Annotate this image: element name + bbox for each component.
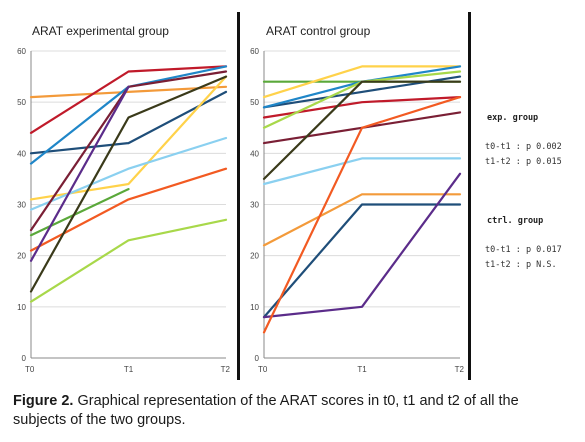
ctrl-chart-title: ARAT control group <box>266 24 371 38</box>
exp-x-tick-label: T2 <box>221 365 231 374</box>
exp-series-line-10 <box>29 85 130 262</box>
figure-caption: Figure 2. Graphical representation of th… <box>13 392 575 430</box>
exp-series-line-12 <box>29 218 228 303</box>
exp-y-tick-label: 10 <box>17 303 26 312</box>
ctrl-series-line-12 <box>262 172 462 319</box>
exp-stats-heading: exp. group <box>487 113 538 123</box>
ctrl-stats-line1: t0-t1 : p 0.017 <box>485 245 562 255</box>
ctrl-series-line-10 <box>262 193 462 247</box>
caption-text: Graphical representation of the ARAT sco… <box>13 393 519 428</box>
caption-label: Figure 2. <box>13 393 74 409</box>
figure-chart: ARAT experimental group ARAT control gro… <box>17 12 562 380</box>
exp-plot-area: 0 10 20 30 40 50 60 T0 T1 T2 <box>17 47 230 374</box>
exp-series-line-2 <box>29 65 228 134</box>
exp-y-tick-label: 0 <box>22 354 27 363</box>
ctrl-series-line-11 <box>262 203 462 319</box>
ctrl-x-tick-label: T1 <box>357 365 367 374</box>
ctrl-y-tick-label: 0 <box>255 354 260 363</box>
ctrl-y-tick-label: 10 <box>250 303 259 312</box>
exp-series-line-6 <box>29 136 228 211</box>
ctrl-stats-heading: ctrl. group <box>487 216 543 226</box>
ctrl-y-tick-label: 20 <box>250 252 259 261</box>
exp-x-tick-label: T1 <box>124 365 134 374</box>
ctrl-y-tick-label: 30 <box>250 201 259 210</box>
ctrl-x-tick-label: T2 <box>455 365 465 374</box>
ctrl-y-tick-label: 40 <box>250 149 259 158</box>
exp-y-tick-label: 30 <box>17 201 26 210</box>
exp-series-line-1 <box>29 85 228 99</box>
exp-chart-title: ARAT experimental group <box>32 24 169 38</box>
ctrl-series-line-9 <box>262 157 462 186</box>
ctrl-x-tick-label: T0 <box>258 365 268 374</box>
exp-x-tick-label: T0 <box>25 365 35 374</box>
exp-y-tick-label: 50 <box>17 98 26 107</box>
ctrl-series-line-8 <box>262 80 462 180</box>
exp-stats-line2: t1-t2 : p 0.015 <box>485 157 562 167</box>
ctrl-stats-line2: t1-t2 : p N.S. <box>485 260 557 270</box>
ctrl-y-tick-label: 60 <box>250 47 259 56</box>
ctrl-series-line-13 <box>262 95 462 334</box>
exp-y-tick-label: 20 <box>17 252 26 261</box>
exp-series-line-5 <box>29 75 228 201</box>
ctrl-plot-area: 0 10 20 30 40 50 60 T0 T1 T2 <box>250 47 464 374</box>
exp-series-line-11 <box>29 75 228 293</box>
exp-series-line-8 <box>29 188 130 237</box>
exp-y-tick-label: 40 <box>17 149 26 158</box>
exp-y-tick-label: 60 <box>17 47 26 56</box>
ctrl-y-tick-label: 50 <box>250 98 259 107</box>
exp-series-line-3 <box>29 90 228 155</box>
exp-stats-line1: t0-t1 : p 0.002 <box>485 142 562 152</box>
ctrl-series-line-2 <box>262 65 462 99</box>
